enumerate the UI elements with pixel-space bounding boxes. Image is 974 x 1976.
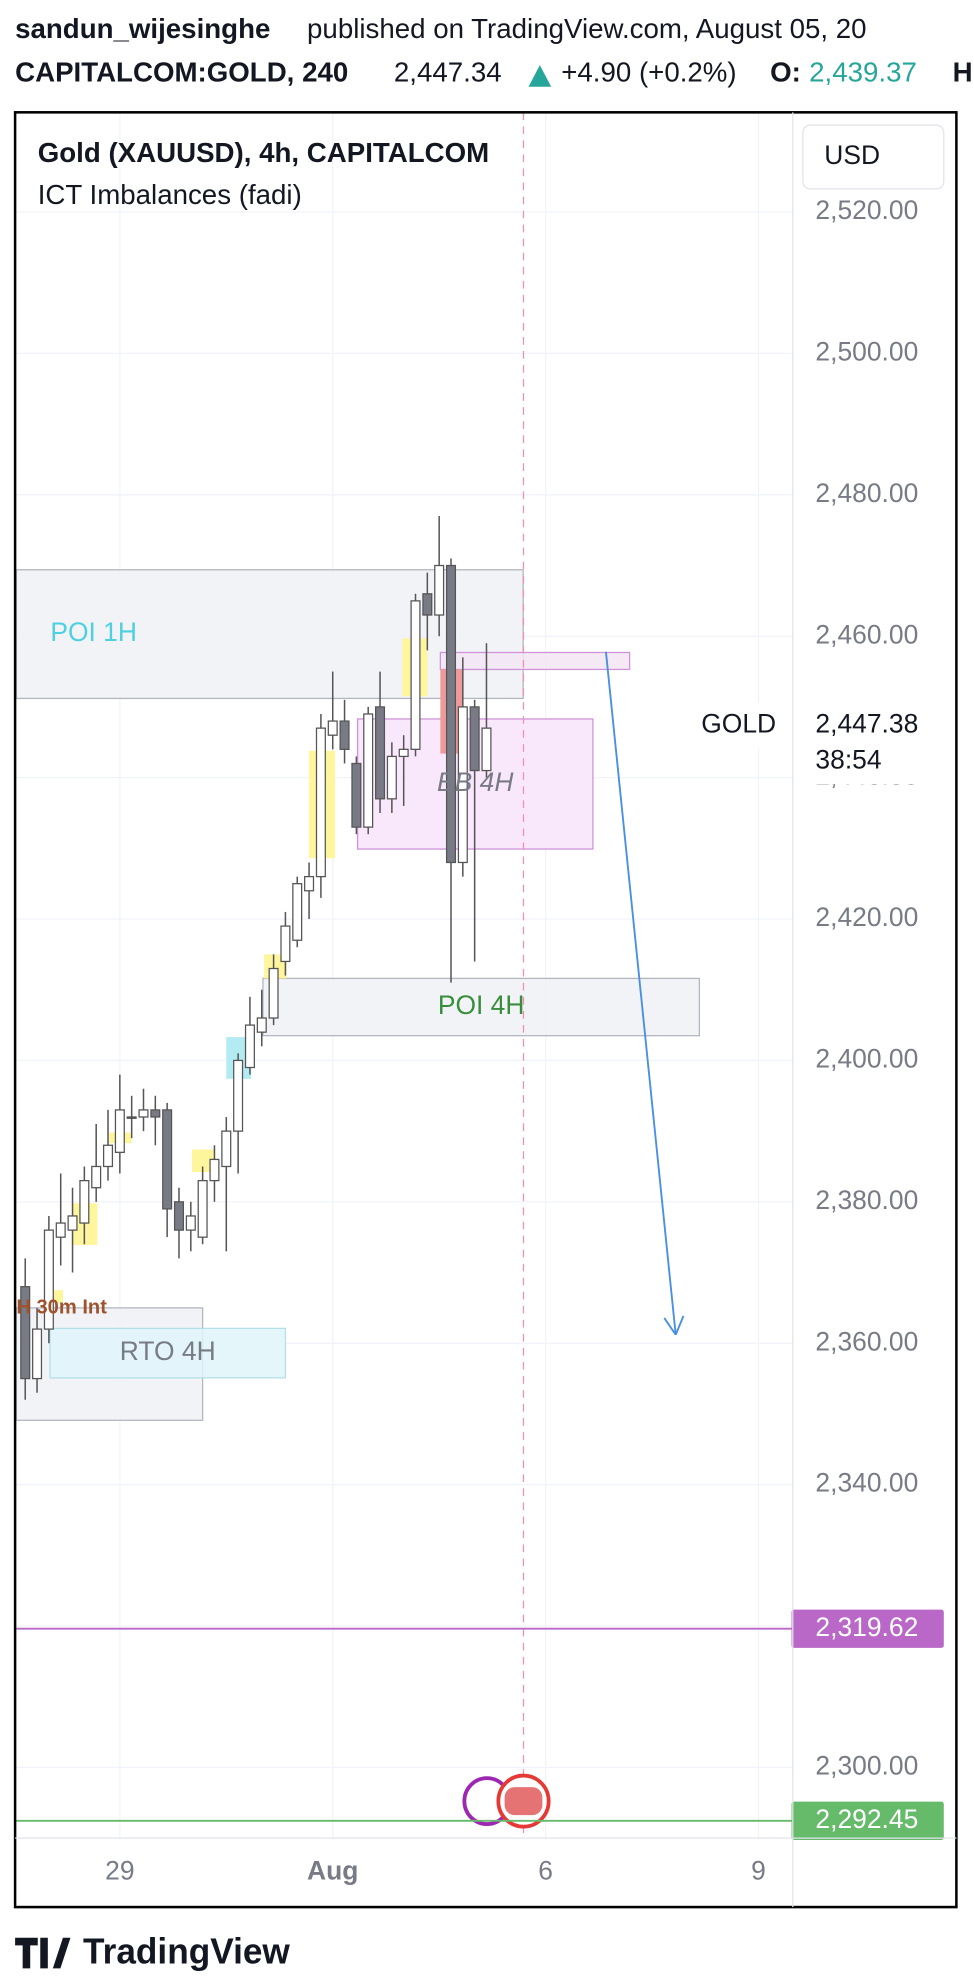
projection-arrow xyxy=(604,651,677,1335)
open-label: O: xyxy=(770,56,801,87)
imbalance xyxy=(191,1149,215,1173)
candle-body xyxy=(209,1158,220,1182)
candle-body xyxy=(422,593,433,616)
candle-body xyxy=(102,1144,114,1168)
zone-label: POI 4H xyxy=(438,990,525,1020)
candle-body xyxy=(469,706,480,772)
candle-body xyxy=(150,1109,161,1118)
candle-body xyxy=(375,706,386,800)
candle-body xyxy=(55,1222,66,1238)
y-tick-label: 2,400.00 xyxy=(815,1043,918,1073)
author: sandun_wijesinghe xyxy=(15,13,270,44)
zone-label: BB 4H xyxy=(437,767,514,797)
price-tag xyxy=(794,705,956,785)
candle-body xyxy=(280,925,291,963)
candle-body xyxy=(256,1017,267,1033)
candle-body xyxy=(327,720,338,736)
candle-body xyxy=(79,1179,90,1224)
candle-body xyxy=(67,1215,78,1231)
candle-body xyxy=(268,967,279,1019)
candle-body xyxy=(244,1024,255,1069)
candle-body xyxy=(386,755,397,800)
plot-area: POI 1H BB 4H POI 4H H 30m Int RTO 4H xyxy=(16,112,793,1839)
countdown: 38:54 xyxy=(815,744,881,774)
change: +4.90 (+0.2%) xyxy=(561,56,736,87)
candle-body xyxy=(233,1059,244,1132)
symbol-name: GOLD xyxy=(701,708,776,738)
brand: TradingView xyxy=(83,1932,290,1972)
zone xyxy=(439,651,631,671)
zone xyxy=(262,977,700,1037)
candle-body xyxy=(304,875,315,892)
candle-body xyxy=(292,883,303,941)
y-tick-label: 2,340.00 xyxy=(815,1468,918,1498)
arrow-head xyxy=(663,1317,677,1336)
candle-body xyxy=(457,706,468,864)
candle-body xyxy=(20,1286,31,1380)
price-tag-label: 2,447.38 xyxy=(815,708,918,738)
zone-label: POI 1H xyxy=(50,617,137,647)
y-tick-label: 2,500.00 xyxy=(815,336,918,366)
arrow-head xyxy=(674,1315,685,1336)
plot: POI 1H BB 4H POI 4H H 30m Int RTO 4H 2,300.00… xyxy=(16,112,956,1886)
y-tick-label: 2,460.00 xyxy=(815,619,918,649)
candle-body xyxy=(43,1229,54,1330)
currency-button[interactable] xyxy=(802,124,945,190)
candle-body xyxy=(197,1179,208,1238)
up-icon xyxy=(528,65,552,87)
candle-body xyxy=(221,1130,232,1168)
candle-body xyxy=(91,1165,102,1189)
y-tick-label: 2,380.00 xyxy=(815,1185,918,1215)
candle-body xyxy=(363,713,374,828)
candle-body xyxy=(481,727,492,772)
candle-body xyxy=(445,564,457,864)
candle-body xyxy=(315,727,326,878)
symbol: CAPITALCOM:GOLD, 240 xyxy=(15,56,348,87)
y-tick-label: 2,420.00 xyxy=(815,902,918,932)
candle-body xyxy=(138,1109,149,1118)
candle-body xyxy=(162,1109,173,1210)
flag xyxy=(504,1787,543,1816)
y-tick-label: 2,300.00 xyxy=(815,1750,918,1780)
y-tick-label: 2,360.00 xyxy=(815,1326,918,1356)
y-tick-label: 2,520.00 xyxy=(815,195,918,225)
candle-body xyxy=(32,1328,43,1380)
candle-body xyxy=(398,748,409,758)
level-label: 2,319.62 xyxy=(815,1612,918,1642)
x-tick-label: 6 xyxy=(538,1856,553,1886)
chart-title: Gold (XAUUSD), 4h, CAPITALCOM xyxy=(38,137,490,168)
symbol-tag xyxy=(685,702,792,749)
last-price: 2,447.34 xyxy=(394,56,502,87)
chart-frame xyxy=(13,111,958,1909)
level-tag xyxy=(791,1801,944,1840)
zone-label: H 30m Int xyxy=(16,1296,107,1318)
x-tick-label: 29 xyxy=(105,1856,134,1886)
candle-body xyxy=(126,1116,137,1119)
x-tick-label: Aug xyxy=(307,1856,358,1886)
currency: USD xyxy=(824,140,880,170)
high-label: H xyxy=(953,56,973,87)
brand-logo xyxy=(15,1937,71,1969)
candle-body xyxy=(410,600,421,750)
candle-body xyxy=(114,1109,125,1153)
published: published on TradingView.com, August 05,… xyxy=(307,13,867,44)
candle-body xyxy=(173,1201,185,1231)
candle-body xyxy=(185,1215,196,1231)
x-tick-label: 9 xyxy=(751,1856,766,1886)
candle-body xyxy=(434,564,445,616)
level-tag xyxy=(791,1609,944,1648)
zone-label: RTO 4H xyxy=(120,1336,216,1366)
level-label: 2,292.45 xyxy=(815,1804,918,1834)
candle-body xyxy=(339,720,350,750)
y-tick-label: 2,480.00 xyxy=(815,478,918,508)
open-value: 2,439.37 xyxy=(809,56,917,87)
chart-subtitle: ICT Imbalances (fadi) xyxy=(38,179,302,210)
zone xyxy=(49,1327,287,1379)
zones xyxy=(16,569,700,1421)
candle-body xyxy=(351,762,362,828)
